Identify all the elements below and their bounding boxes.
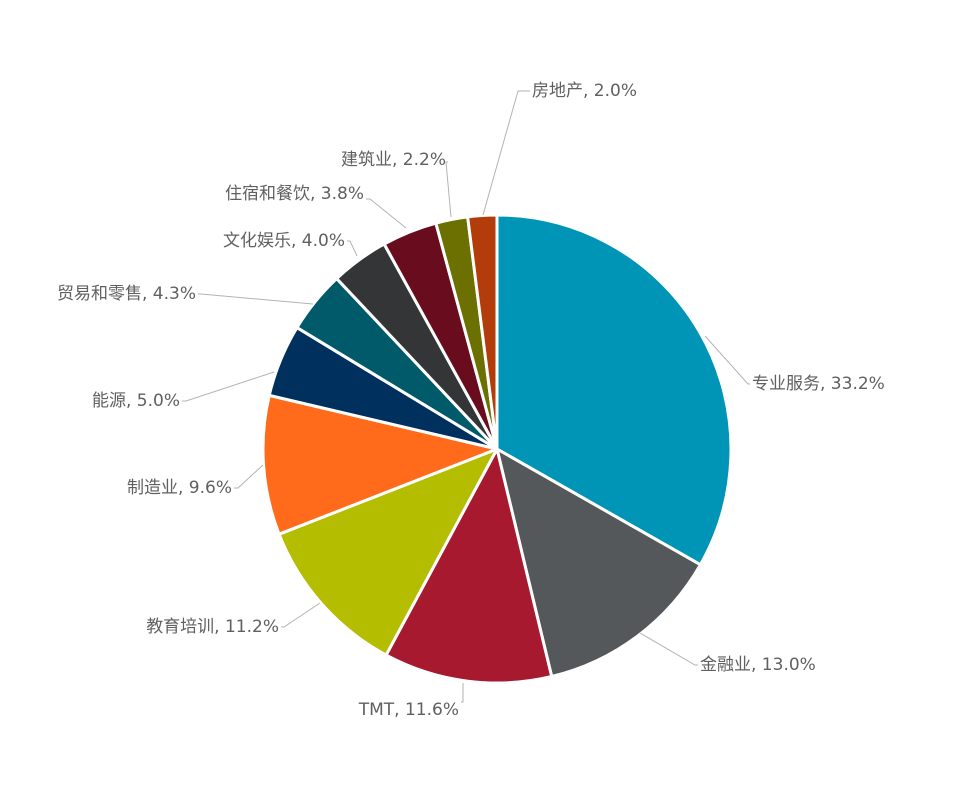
slice-label-11: 房地产, 2.0% — [532, 81, 637, 101]
leader-line-3 — [461, 683, 464, 703]
leader-line-2 — [639, 632, 698, 666]
slice-label-4: 教育培训, 11.2% — [146, 617, 279, 637]
leader-line-10 — [445, 161, 452, 218]
leader-line-11 — [482, 90, 530, 216]
pie-slice-1 — [495, 213, 733, 567]
leader-line-6 — [182, 371, 275, 402]
leader-line-9 — [366, 198, 407, 229]
leader-line-8 — [347, 240, 358, 257]
leader-line-5 — [234, 464, 264, 489]
slice-labels: 专业服务, 33.2% 金融业, 13.0% TMT, 11.6% 教育培训, 11.… — [57, 81, 885, 720]
slice-label-5: 制造业, 9.6% — [127, 478, 232, 498]
pie-slices — [261, 213, 733, 685]
slice-label-1: 专业服务, 33.2% — [752, 374, 885, 394]
slice-label-8: 文化娱乐, 4.0% — [223, 231, 345, 251]
leader-line-7 — [198, 293, 314, 305]
slice-label-6: 能源, 5.0% — [92, 391, 180, 411]
pie-slice-4 — [277, 447, 499, 657]
leader-line-1 — [704, 335, 750, 385]
pie-slice-2 — [495, 447, 702, 679]
leader-line-4 — [281, 602, 321, 628]
pie-slice-3 — [384, 447, 554, 685]
slice-label-7: 贸易和零售, 4.3% — [57, 284, 196, 304]
slice-label-2: 金融业, 13.0% — [700, 655, 816, 675]
pie-slice-5 — [261, 393, 499, 536]
slice-label-3: TMT, 11.6% — [358, 700, 459, 720]
leader-lines — [182, 90, 750, 703]
slice-label-9: 住宿和餐饮, 3.8% — [225, 184, 364, 204]
pie-slice-11 — [466, 213, 499, 451]
slice-label-10: 建筑业, 2.2% — [341, 150, 446, 170]
